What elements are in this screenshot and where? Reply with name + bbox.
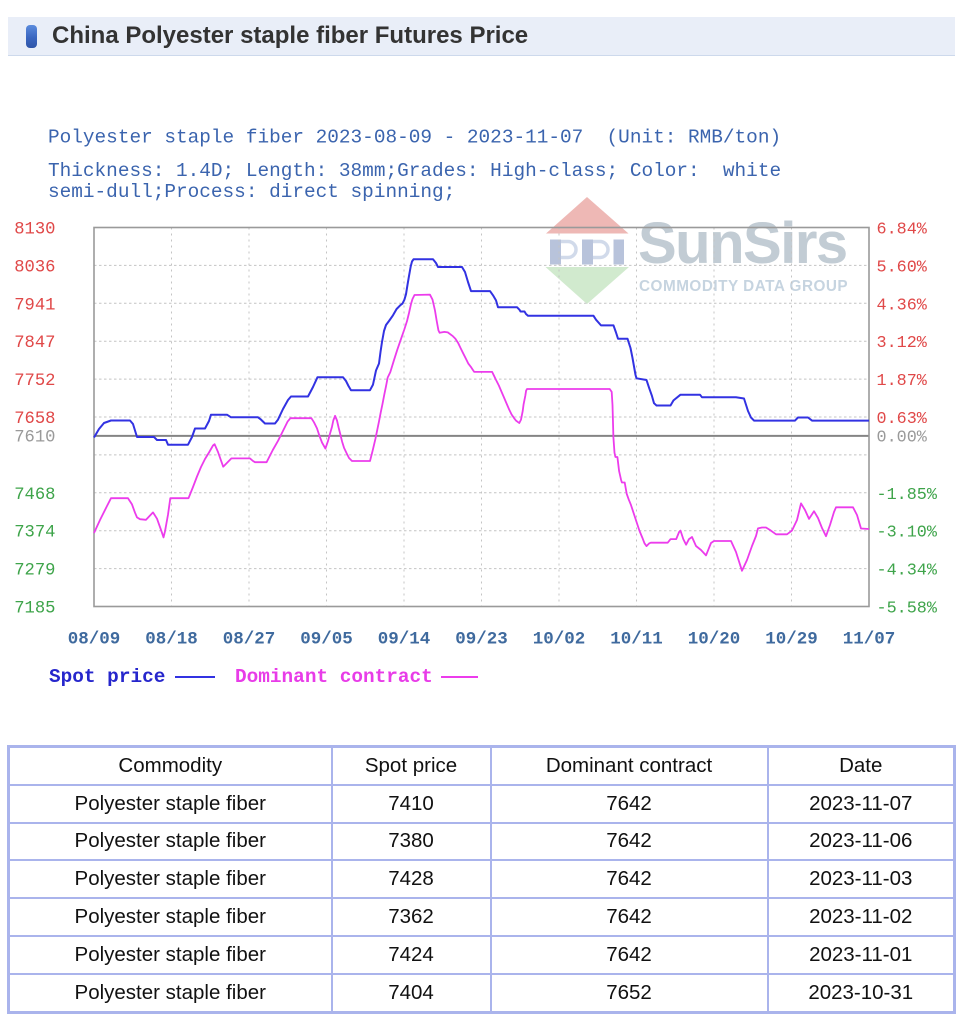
svg-text:08/27: 08/27: [223, 630, 276, 650]
svg-text:7658: 7658: [14, 410, 55, 429]
svg-text:Spot price: Spot price: [49, 666, 165, 688]
svg-text:8036: 8036: [14, 258, 55, 277]
svg-text:-5.58%: -5.58%: [877, 600, 938, 619]
svg-text:semi-dull;Process: direct spin: semi-dull;Process: direct spinning;: [48, 181, 455, 203]
svg-text:Dominant contract: Dominant contract: [235, 666, 433, 688]
svg-text:0.63%: 0.63%: [877, 410, 928, 429]
svg-text:7610: 7610: [14, 428, 55, 447]
svg-text:08/18: 08/18: [145, 630, 198, 650]
svg-text:10/02: 10/02: [533, 630, 586, 650]
svg-text:COMMODITY DATA GROUP: COMMODITY DATA GROUP: [639, 278, 848, 295]
svg-text:7279: 7279: [14, 562, 55, 581]
svg-text:7374: 7374: [14, 524, 55, 543]
svg-text:11/07: 11/07: [843, 630, 896, 650]
svg-text:0.00%: 0.00%: [877, 428, 928, 447]
svg-text:10/11: 10/11: [610, 630, 663, 650]
svg-text:08/09: 08/09: [68, 630, 121, 650]
svg-text:8130: 8130: [14, 221, 55, 240]
svg-text:-1.85%: -1.85%: [877, 486, 938, 505]
svg-text:7941: 7941: [14, 296, 55, 315]
svg-text:7752: 7752: [14, 372, 55, 391]
svg-text:6.84%: 6.84%: [877, 221, 928, 240]
svg-text:09/14: 09/14: [378, 630, 431, 650]
svg-text:7185: 7185: [14, 600, 55, 619]
svg-text:10/20: 10/20: [688, 630, 741, 650]
svg-text:7468: 7468: [14, 486, 55, 505]
svg-text:7847: 7847: [14, 334, 55, 353]
svg-text:10/29: 10/29: [765, 630, 818, 650]
svg-text:3.12%: 3.12%: [877, 334, 928, 353]
svg-text:09/23: 09/23: [455, 630, 508, 650]
svg-text:1.87%: 1.87%: [877, 372, 928, 391]
svg-text:4.36%: 4.36%: [877, 296, 928, 315]
svg-text:SunSirs: SunSirs: [638, 211, 847, 276]
svg-text:09/05: 09/05: [300, 630, 353, 650]
svg-text:Polyester staple fiber 2023-08: Polyester staple fiber 2023-08-09 - 2023…: [48, 127, 781, 149]
svg-text:Thickness: 1.4D; Length: 38mm;: Thickness: 1.4D; Length: 38mm;Grades: Hi…: [48, 160, 781, 182]
svg-text:-4.34%: -4.34%: [877, 562, 938, 581]
svg-text:-3.10%: -3.10%: [877, 524, 938, 543]
svg-text:5.60%: 5.60%: [877, 258, 928, 277]
